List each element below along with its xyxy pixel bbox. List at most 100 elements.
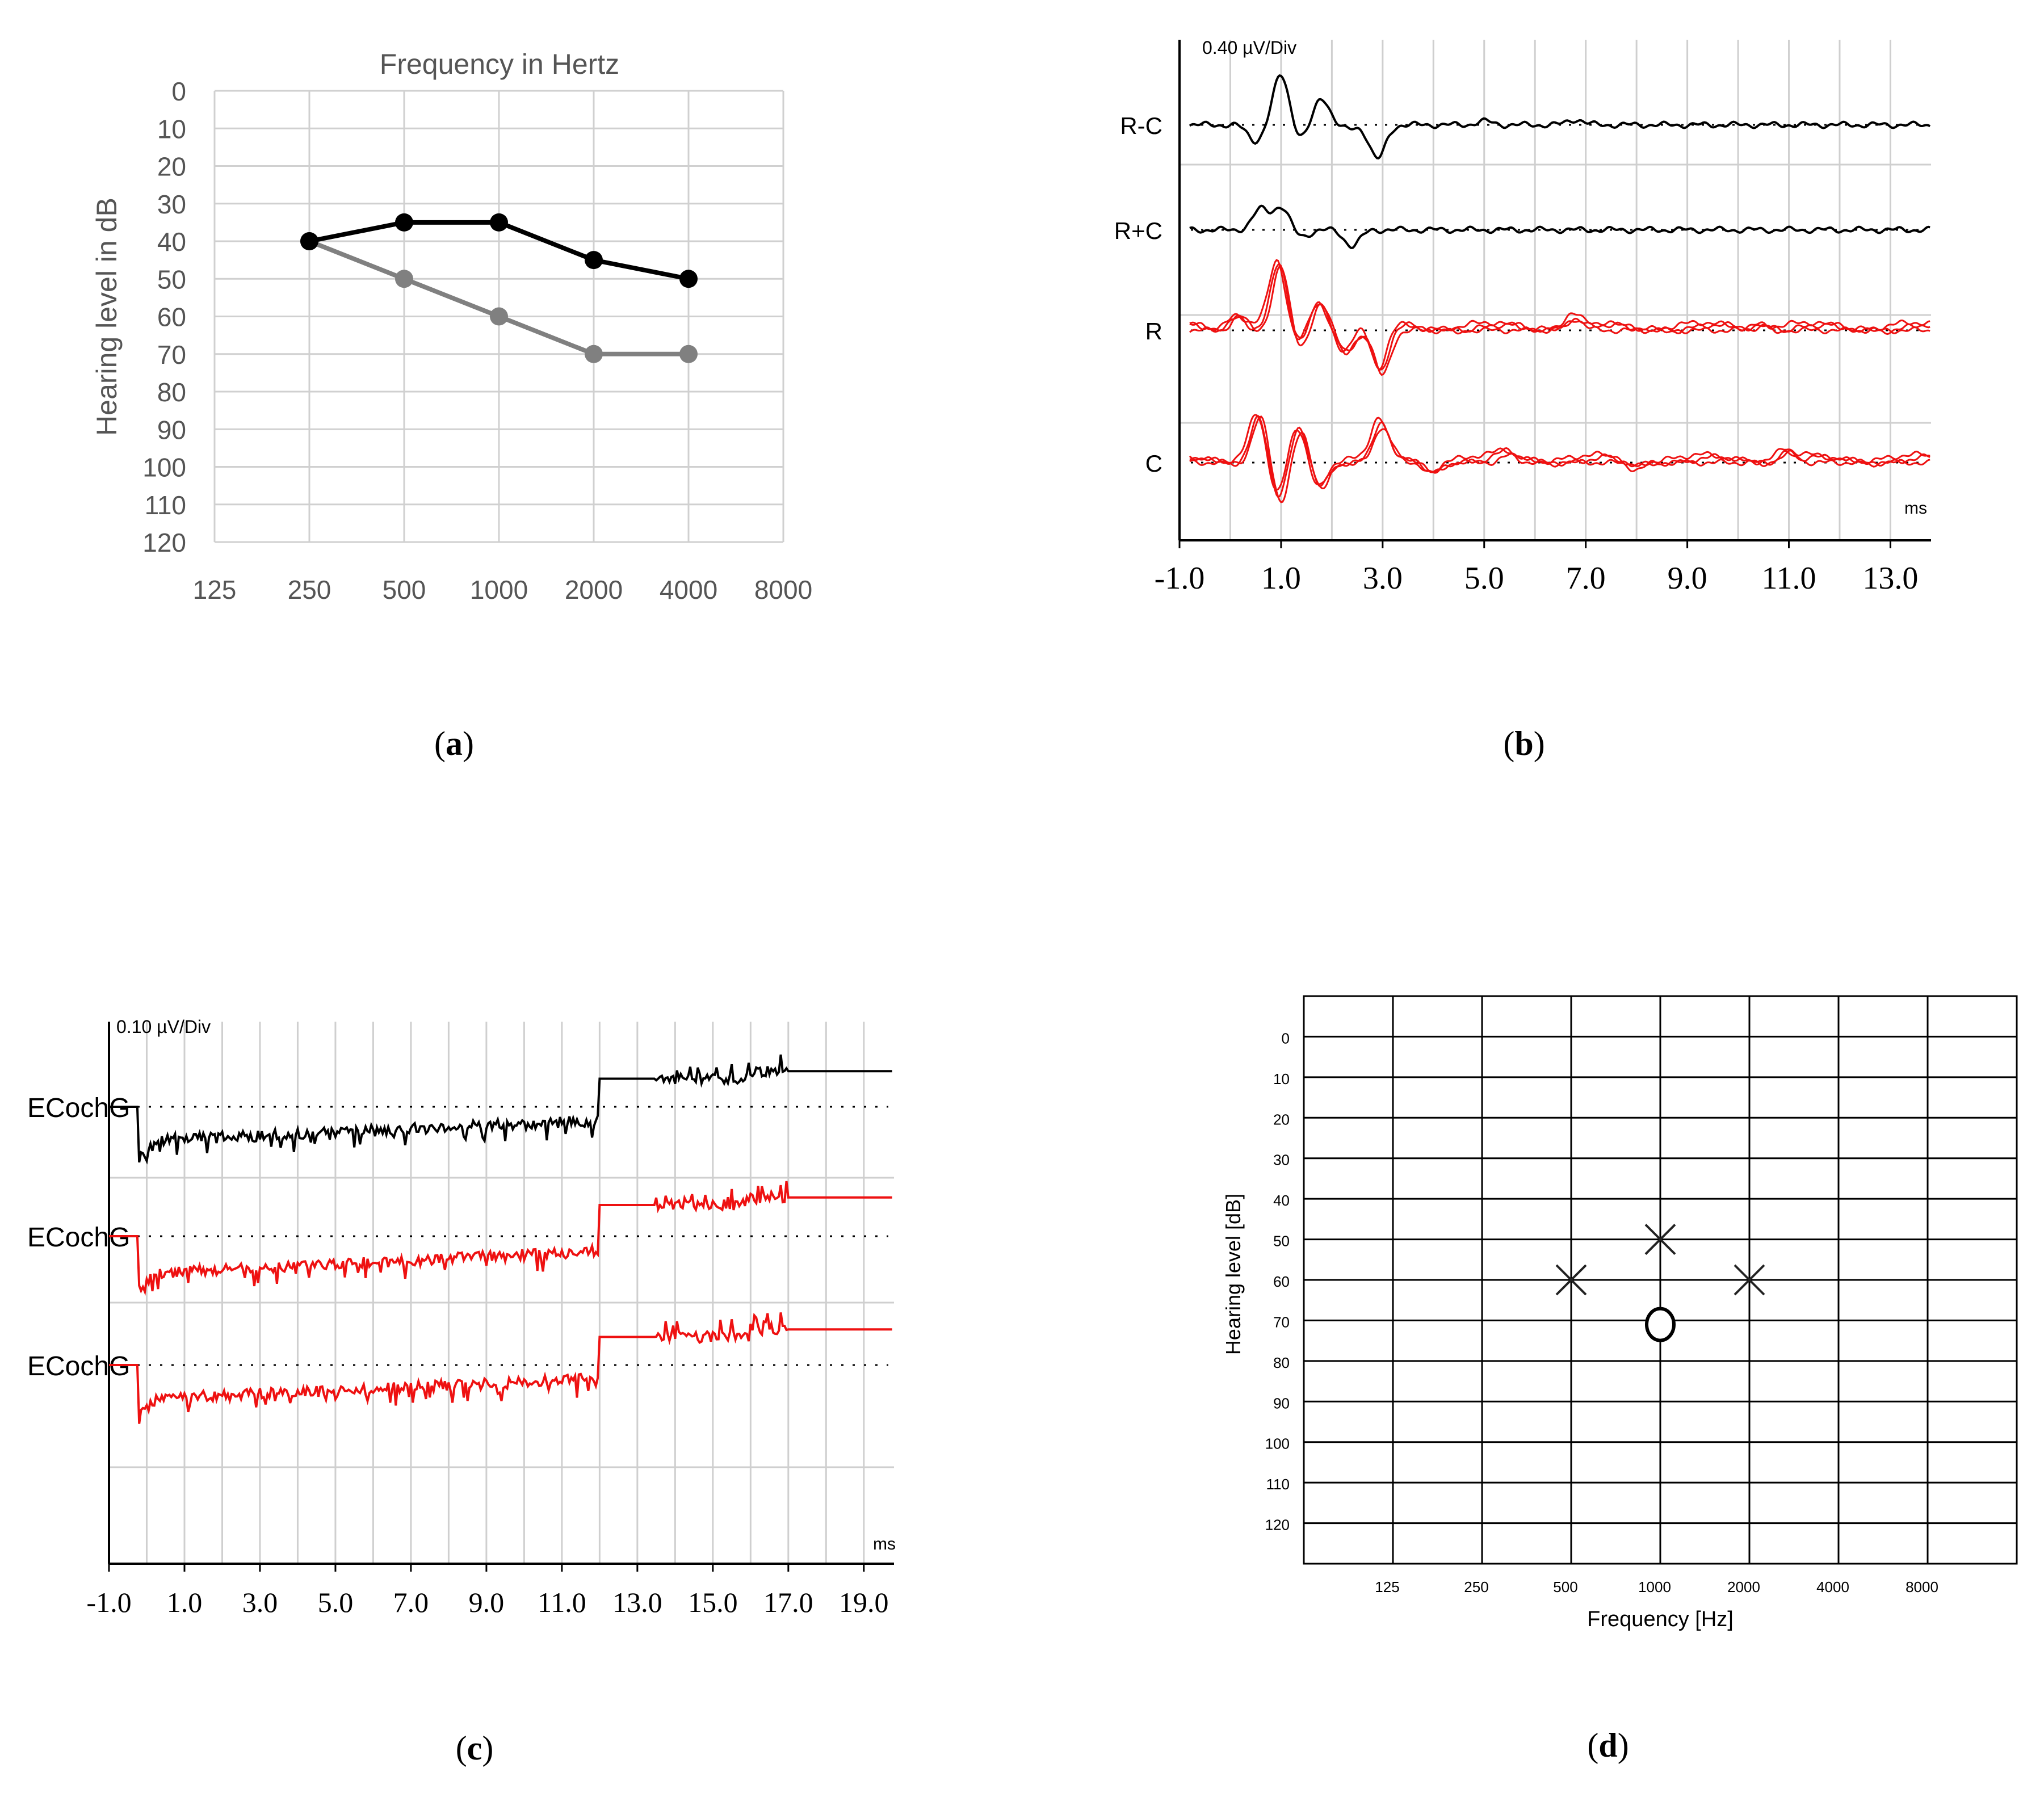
- panel-a-y-axis-label: Hearing level in dB: [91, 198, 123, 436]
- panel-a-y-tick-label: 50: [157, 264, 186, 294]
- panel-d-x-tick-label: 1000: [1638, 1578, 1671, 1595]
- panel-b-x-tick-label: 11.0: [1762, 561, 1816, 596]
- panel-c-x-ticks: -1.0 1.0 3.0 5.0 7.0 9.0 11.0 13.0 15.0 17.0 19.0: [86, 1564, 889, 1618]
- panel-a-data-point: [395, 213, 413, 232]
- panel-d-grid: [1303, 995, 2018, 1565]
- panel-a-x-tick-label: 2000: [565, 575, 623, 604]
- panel-d-y-tick-label: 70: [1273, 1313, 1290, 1330]
- panel-d-x-marker-stroke: [1555, 1264, 1587, 1296]
- panel-c-trace-label: ECochG: [27, 1223, 130, 1253]
- panel-d-y-tick-label: 80: [1273, 1354, 1290, 1371]
- panel-a-x-tick-label: 500: [383, 575, 426, 604]
- panel-b-trace-line: [1189, 74, 1931, 159]
- panel-b-trace-line: [1189, 263, 1930, 371]
- panel-c-grid: [108, 1022, 894, 1565]
- panel-a-title: Frequency in Hertz: [380, 48, 619, 80]
- panel-b-x-tick-label: 13.0: [1862, 561, 1918, 596]
- panel-d-x-marker-stroke: [1644, 1224, 1676, 1255]
- panel-a-y-tick-label: 80: [157, 377, 186, 407]
- panel-d-o-marker: [1645, 1307, 1676, 1342]
- panel-a-y-tick-label: 90: [157, 415, 186, 444]
- panel-b-trace-label: C: [1145, 450, 1162, 477]
- panel-b-x-tick-label: 1.0: [1261, 561, 1301, 596]
- panel-c-x-tick-label: 15.0: [688, 1586, 738, 1618]
- panel-d-audiogram: 0 10 20 30 40 50 60 70 80 90 100 110 120 125 250 500 10…: [1222, 995, 2018, 1631]
- panel-a-data-point: [679, 270, 698, 288]
- panel-a-y-tick-label: 120: [142, 528, 186, 557]
- panel-label-b: (b): [1503, 725, 1544, 762]
- panel-a-x-tick-label: 250: [288, 575, 331, 604]
- panel-b-traces: R-C R+C R C: [1114, 74, 1931, 503]
- panel-d-x-tick-label: 2000: [1727, 1578, 1760, 1595]
- panel-b-waveforms: 0.40 µV/Div ms -1.0 1.0 3.0 5.0 7.0 9.0 11.0 13…: [1114, 37, 1931, 596]
- panel-a-data-point: [585, 251, 603, 270]
- panel-b-trace-line: [1189, 204, 1930, 249]
- panel-label-c: (c): [456, 1729, 494, 1767]
- panel-b-x-tick-label: 3.0: [1363, 561, 1403, 596]
- panel-label-d: (d): [1587, 1727, 1629, 1764]
- panel-c-x-tick-label: -1.0: [86, 1586, 131, 1618]
- panel-b-scale-label: 0.40 µV/Div: [1202, 37, 1296, 58]
- panel-d-x-tick-label: 125: [1375, 1578, 1399, 1595]
- panel-d-x-tick-label: 250: [1464, 1578, 1488, 1595]
- panel-c-x-tick-label: 3.0: [242, 1586, 278, 1618]
- panel-d-x-marker: [1734, 1264, 1765, 1296]
- panel-a-y-tick-label: 40: [157, 227, 186, 257]
- panel-d-x-ticks: 125 250 500 1000 2000 4000 8000: [1375, 1578, 1938, 1595]
- panel-a-data-point: [585, 345, 603, 363]
- panel-a-grid: [213, 90, 784, 543]
- panel-a-y-tick-label: 60: [157, 303, 186, 332]
- panel-c-x-tick-label: 1.0: [167, 1586, 203, 1618]
- panel-c-traces: ECochG ECochG ECochG: [27, 1054, 892, 1424]
- panel-d-y-tick-label: 60: [1273, 1273, 1290, 1290]
- panel-c-x-tick-label: 13.0: [612, 1586, 662, 1618]
- panel-c-trace-label: ECochG: [27, 1093, 130, 1123]
- panel-a-x-tick-label: 8000: [754, 575, 812, 604]
- panel-a-data-point: [679, 345, 698, 363]
- panel-b-trace-label: R+C: [1114, 217, 1162, 244]
- panel-c-x-tick-label: 17.0: [763, 1586, 813, 1618]
- panel-c-trace-line: [109, 1181, 892, 1296]
- panel-d-markers: [1555, 1224, 1765, 1342]
- panel-b-x-tick-label: 5.0: [1464, 561, 1504, 596]
- panel-d-x-tick-label: 8000: [1906, 1578, 1938, 1595]
- panel-b-trace-line: [1189, 414, 1930, 491]
- panel-d-y-axis-label: Hearing level [dB]: [1222, 1194, 1245, 1355]
- panel-d-x-marker: [1644, 1224, 1676, 1255]
- panel-a-y-ticks: 0 10 20 30 40 50 60 70 80 90 100 110 120: [142, 77, 186, 557]
- panel-a-y-tick-label: 100: [142, 453, 186, 482]
- panel-c-x-tick-label: 5.0: [318, 1586, 354, 1618]
- panel-d-y-tick-label: 30: [1273, 1152, 1290, 1169]
- panel-c-scale-label: 0.10 µV/Div: [116, 1017, 211, 1037]
- panel-b-trace-line: [1189, 265, 1930, 376]
- panel-b-x-tick-label: -1.0: [1155, 561, 1205, 596]
- panel-d-x-marker-stroke: [1734, 1264, 1765, 1296]
- panel-a-data-point: [300, 232, 318, 250]
- panel-a-x-tick-label: 125: [193, 575, 237, 604]
- panel-c-x-tick-label: 19.0: [839, 1586, 889, 1618]
- panel-a-y-tick-label: 20: [157, 152, 186, 182]
- panel-b-x-tick-label: 7.0: [1566, 561, 1606, 596]
- panel-b-trace-line: [1189, 415, 1930, 498]
- panel-c-x-tick-label: 11.0: [538, 1586, 586, 1618]
- panel-d-y-tick-label: 100: [1265, 1435, 1290, 1452]
- panel-c-x-tick-label: 9.0: [469, 1586, 505, 1618]
- panel-d-y-tick-label: 20: [1273, 1111, 1290, 1128]
- panel-a-data-point: [490, 213, 508, 232]
- panel-b-trace-label: R-C: [1120, 112, 1162, 139]
- panel-c-x-tick-label: 7.0: [393, 1586, 429, 1618]
- panel-c-unit-label: ms: [873, 1535, 896, 1553]
- panel-d-y-tick-label: 50: [1273, 1233, 1290, 1250]
- panel-c-trace-line: [109, 1054, 892, 1165]
- panel-d-x-tick-label: 4000: [1816, 1578, 1849, 1595]
- panel-a-y-tick-label: 70: [157, 340, 186, 369]
- panel-c-ecochg: 0.10 µV/Div ms -1.0 1.0 3.0 5.0 7.0 9.0 11.0 13…: [27, 1017, 896, 1618]
- panel-d-y-tick-label: 90: [1273, 1395, 1290, 1412]
- panel-d-x-marker: [1555, 1264, 1587, 1296]
- panel-d-y-tick-label: 0: [1282, 1030, 1290, 1047]
- panel-b-unit-label: ms: [1904, 499, 1927, 518]
- panel-b-trace-line: [1189, 259, 1930, 371]
- panel-d-y-tick-label: 40: [1273, 1192, 1290, 1209]
- panel-a-y-tick-label: 0: [171, 77, 186, 106]
